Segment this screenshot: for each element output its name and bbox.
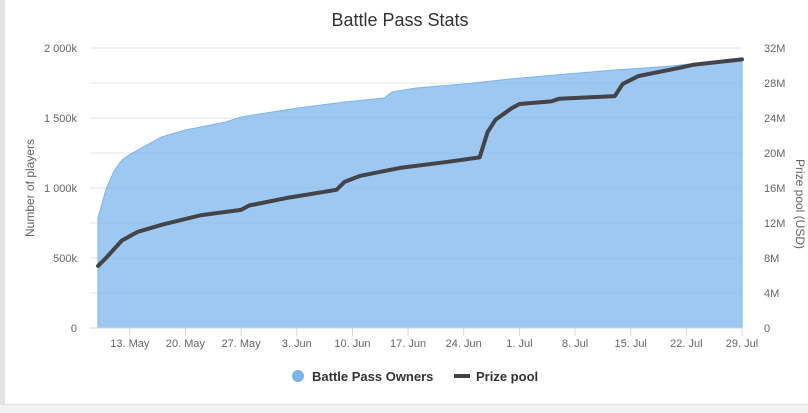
y2-tick-label: 4M: [764, 288, 779, 300]
x-tick-label: 24. Jun: [446, 338, 482, 350]
x-tick-label: 13. May: [110, 338, 150, 350]
y-tick-label: 1 500k: [44, 113, 78, 125]
y-tick-label: 2 000k: [44, 43, 78, 55]
x-tick-label: 20. May: [166, 338, 206, 350]
x-tick-label: 22. Jul: [670, 338, 702, 350]
legend-item-owners[interactable]: Battle Pass Owners: [292, 369, 433, 384]
owners-area: [98, 58, 742, 328]
y2-tick-label: 12M: [764, 218, 785, 230]
chart-title: Battle Pass Stats: [331, 10, 468, 30]
legend-prize-label: Prize pool: [476, 369, 538, 384]
y-tick-label: 0: [71, 323, 77, 335]
y2-tick-label: 32M: [764, 43, 785, 55]
y2-tick-label: 8M: [764, 253, 779, 265]
y2-tick-label: 0: [764, 323, 770, 335]
legend-owners-marker: [292, 370, 304, 382]
y2-tick-label: 28M: [764, 78, 785, 90]
legend-item-prize-pool[interactable]: Prize pool: [454, 369, 538, 384]
y2-tick-label: 16M: [764, 183, 785, 195]
x-tick-label: 10. Jun: [334, 338, 370, 350]
legend: Battle Pass Owners Prize pool: [292, 369, 538, 384]
y2-tick-label: 24M: [764, 113, 785, 125]
y-axis-label: Number of players: [23, 139, 37, 237]
y2-axis-label: Prize pool (USD): [793, 159, 807, 249]
x-tick-label: 17. Jun: [390, 338, 426, 350]
x-tick-label: 1. Jul: [506, 338, 532, 350]
x-tick-label: 3. Jun: [282, 338, 312, 350]
legend-owners-label: Battle Pass Owners: [312, 369, 433, 384]
y-tick-label: 500k: [53, 253, 77, 265]
x-tick-label: 8. Jul: [562, 338, 588, 350]
y2-tick-label: 20M: [764, 148, 785, 160]
x-tick-label: 29. Jul: [726, 338, 758, 350]
x-tick-label: 27. May: [222, 338, 262, 350]
x-tick-label: 15. Jul: [614, 338, 646, 350]
y-tick-label: 1 000k: [44, 183, 78, 195]
